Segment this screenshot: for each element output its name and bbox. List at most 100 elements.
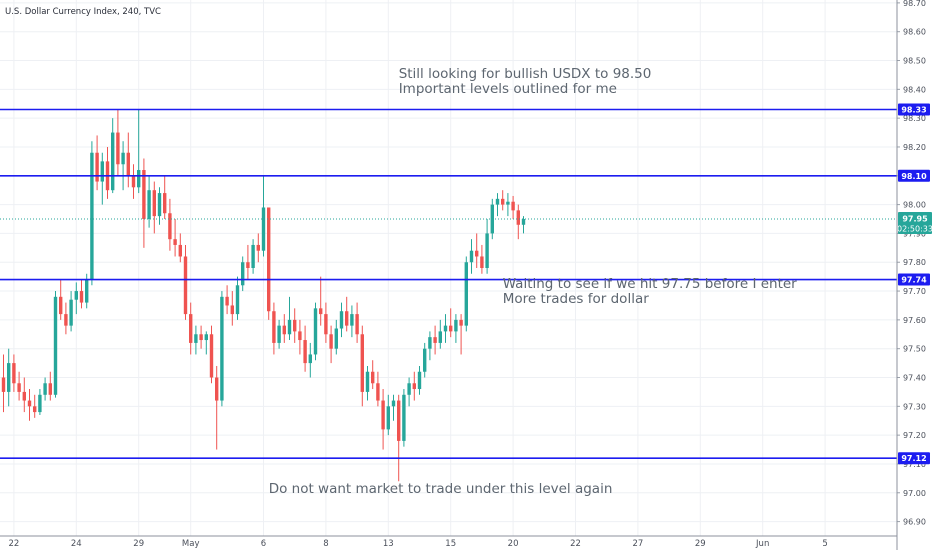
candle [220,291,224,407]
candle [350,305,354,338]
candle-body [225,296,229,306]
candle [48,371,52,401]
y-tick-label: 97.50 [903,345,926,354]
y-tick-label: 97.20 [903,431,926,440]
candle [256,233,260,263]
candle-body [313,308,318,355]
candle [345,296,349,332]
candle [126,132,130,188]
candle [22,377,26,413]
candle-body [79,291,84,303]
annotation-text: Important levels outlined for me [399,81,617,97]
candle [27,389,32,421]
level-label: 98.10 [901,172,927,181]
candle-body [168,213,172,240]
candle-body [407,383,411,395]
candle-body [121,152,125,165]
candle-body [256,244,260,251]
candle-body [329,334,333,349]
candle-body [147,190,151,220]
candle-body [449,325,453,332]
candle [215,365,219,450]
candle [521,216,526,234]
level-badge [898,452,930,465]
candle [53,291,58,398]
candle-body [355,314,359,335]
candle-body [131,175,136,188]
candle-body [438,331,442,343]
candle-body [365,371,370,392]
candle-body [459,319,463,326]
candle [90,141,94,286]
candle-body [251,244,255,268]
candle-body [215,377,219,401]
candle-body [48,383,52,395]
candle [376,371,380,407]
candle-body [391,400,396,407]
candle [173,219,177,257]
candle [235,276,240,320]
annotation-text: Do not want market to trade under this l… [269,481,613,497]
candle [194,325,198,355]
candle-body [33,406,37,413]
candle-body [152,190,156,217]
candle-body [7,363,11,392]
candle [272,302,276,355]
candle [511,195,515,220]
candle-body [178,244,182,257]
candle [230,291,234,326]
candle [152,181,156,234]
candle [391,394,396,421]
candle [12,354,16,392]
y-tick-label: 98.50 [903,57,926,66]
candle [189,302,193,355]
candle [95,135,99,191]
candle [459,314,463,355]
x-tick-label: 22 [570,539,581,549]
candle-body [360,334,364,392]
candle [308,342,312,378]
candle [116,109,120,176]
candle-body [469,250,474,263]
candle-body [521,219,526,225]
candle-body [272,311,276,343]
candle-body [443,325,448,332]
candle [386,394,390,436]
candle [261,175,266,257]
candle-body [475,250,479,257]
candle-body [235,285,240,315]
candle-body [417,371,422,390]
candle [168,198,172,251]
candle [293,308,297,343]
x-tick-label: 5 [822,539,827,549]
last-price-badge [898,212,932,235]
candle [17,371,21,401]
candle [433,325,437,355]
candle-body [199,334,203,341]
candle [246,244,250,280]
candle-body [220,296,224,401]
y-tick-label: 98.00 [903,201,926,210]
candle-body [173,239,177,245]
candle [501,190,505,211]
level-label: 98.33 [901,106,926,115]
candle-body [339,311,344,329]
annotation-text: More trades for dollar [503,291,650,307]
candle-body [511,201,515,211]
candle [137,109,141,194]
candle [121,141,125,191]
candle-body [12,363,16,384]
candle [59,279,63,320]
x-tick-label: 6 [261,539,266,549]
candle-body [261,207,266,251]
candle-body [412,383,416,390]
candle-body [319,308,323,315]
x-tick-label: 8 [323,539,328,549]
candle [412,371,416,401]
candle-body [454,319,458,332]
countdown-label: 02:50:33 [897,225,932,234]
candle [204,331,208,355]
candle [267,207,271,320]
candle [428,331,432,361]
x-tick-label: Jun [755,539,769,549]
